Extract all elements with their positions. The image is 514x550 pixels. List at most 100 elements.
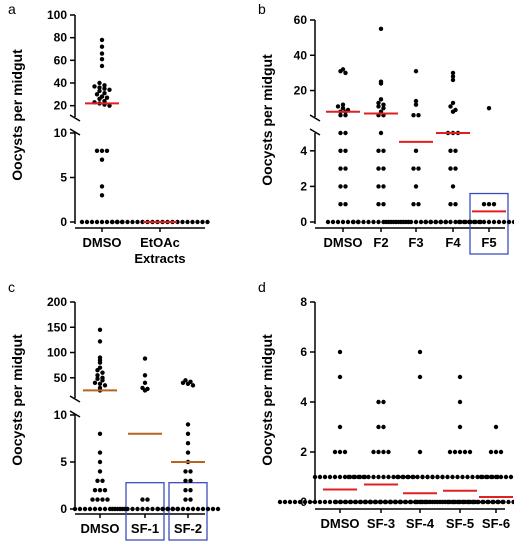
- panel-d-DMSO-point: [322, 499, 328, 505]
- panel-d-SF-3-point: [343, 499, 349, 505]
- panel-d-DMSO-point: [332, 449, 338, 455]
- panel-b-F5-point: [456, 219, 462, 225]
- panel-d-SF-5-point: [467, 449, 473, 455]
- panel-d-SF-6-point: [481, 499, 486, 505]
- panel-d-ylabel: Oocysts per midgut: [259, 334, 275, 466]
- panel-d-SF-3-point: [361, 474, 366, 480]
- panel-d-SF-3-point: [371, 449, 376, 455]
- panel-c-SF-1-point: [145, 506, 150, 512]
- panel-d-SF-6-point: [488, 449, 494, 455]
- panel-c-SF-2-point: [205, 506, 211, 512]
- panel-a-ytick-label-1: 5: [60, 171, 67, 185]
- panel-d-SF-3-point: [366, 474, 371, 480]
- panel-d-DMSO-point: [317, 499, 323, 505]
- panel-c-SF-2-point: [188, 469, 193, 474]
- panel-d-SF-4-point: [392, 499, 398, 505]
- panel-d-ytick-label-1: 2: [300, 445, 307, 459]
- panel-b-F4-point: [448, 166, 453, 171]
- panel-b-F3-point: [403, 219, 409, 225]
- panel-d-SF-4-point: [387, 499, 393, 505]
- panel-a-EtOAc Extracts-point: [110, 219, 115, 225]
- panel-c-SF-2-point: [180, 380, 186, 386]
- panel-d-SF-3-point: [386, 474, 391, 480]
- panel-c-SF-1-point: [120, 506, 125, 512]
- panel-a-DMSO-point: [97, 80, 102, 86]
- panel-a-DMSO-point: [97, 96, 102, 102]
- panel-d-SF-6-point: [466, 499, 471, 505]
- panel-c-SF-1-point: [142, 388, 148, 393]
- panel-d-SF-3-point: [346, 474, 351, 480]
- panel-b-F5-point: [491, 202, 497, 207]
- panel-d-SF-6-point: [493, 474, 499, 480]
- panel-c-axis-break-2: [69, 395, 81, 403]
- panel-b-DMSO-point: [343, 202, 348, 207]
- panel-b-F4-point: [453, 219, 458, 225]
- panel-b-F2-point: [381, 148, 386, 153]
- panel-b-category-label-2: F3: [408, 235, 423, 250]
- panel-c-highlight-box-0: [125, 482, 165, 541]
- panel-a-EtOAc Extracts-point: [130, 219, 135, 225]
- panel-b-F3-point: [416, 202, 421, 207]
- panel-d-ytick-label-4: 8: [300, 295, 307, 309]
- panel-b-F4-point: [450, 77, 456, 83]
- panel-b-ytick-label-4: 40: [294, 48, 308, 62]
- panel-c-DMSO-point: [87, 506, 93, 512]
- panel-c-SF-1-point: [142, 380, 148, 386]
- panel-b-F3-point: [413, 184, 419, 189]
- panel-c-SF-2-point: [188, 478, 193, 483]
- panel-c-SF-2-point: [188, 488, 193, 493]
- panel-c-DMSO-point: [95, 376, 100, 381]
- panel-d-SF-3-point: [386, 449, 391, 455]
- panel-a-DMSO-point: [89, 219, 95, 225]
- panel-b-F2-point: [378, 81, 384, 86]
- panel-d-SF-6-point: [493, 424, 499, 430]
- panel-c-SF-2-point: [185, 422, 191, 427]
- panel-d-DMSO-point: [342, 474, 348, 480]
- panel-d-SF-3-point: [376, 424, 381, 430]
- panel-d-SF-3-point: [358, 499, 364, 505]
- panel-d-DMSO-point: [332, 474, 338, 480]
- panel-c-SF-2-point: [183, 488, 188, 493]
- panel-d-SF-3-point: [376, 399, 381, 405]
- panel-a-DMSO-point: [97, 88, 102, 94]
- panel-c-SF-1-point: [130, 506, 135, 512]
- panel-a-DMSO-point: [94, 219, 100, 225]
- panel-d-SF-6-point: [501, 499, 506, 505]
- panel-c-ytick-label-6: 200: [47, 295, 67, 309]
- panel-c-SF-2-point: [188, 497, 193, 502]
- panel-b-F2-point: [381, 166, 386, 171]
- panel-a-ytick-label-4: 40: [54, 76, 68, 90]
- panel-d-SF-4-point: [382, 499, 388, 505]
- panel-c-SF-2-point: [190, 383, 196, 388]
- panel-b-F2-point: [366, 219, 371, 225]
- panel-a-EtOAc Extracts-point: [115, 219, 120, 225]
- panel-letter-d: d: [258, 279, 266, 295]
- panel-d-SF-6-point: [508, 474, 514, 480]
- panel-c-DMSO-point: [95, 497, 100, 502]
- panel-b-F2-point: [376, 100, 381, 106]
- panel-c-SF-2-point: [195, 506, 201, 512]
- panel-b-F3-point: [383, 219, 389, 225]
- panel-c-SF-1-point: [110, 506, 115, 512]
- panel-c-DMSO-point: [97, 469, 103, 474]
- panel-b-F5-point: [501, 219, 507, 225]
- panel-b-DMSO-point: [338, 166, 343, 171]
- panel-d-SF-5-point: [445, 474, 450, 480]
- panel-c-highlight-box-1: [168, 482, 208, 541]
- panel-d-SF-3-point: [371, 474, 376, 480]
- panel-d-ytick-label-2: 4: [300, 395, 307, 409]
- panel-d-SF-6-point: [511, 499, 514, 505]
- panel-c-ytick-label-2: 10: [54, 408, 68, 422]
- panel-d-SF-6-point: [491, 499, 496, 505]
- panel-a-DMSO-point: [102, 98, 107, 104]
- panel-d-DMSO-point: [337, 449, 343, 455]
- panel-b-F3-point: [418, 219, 424, 225]
- panel-d-SF-5-point: [457, 374, 463, 380]
- panel-d-SF-4-point: [402, 499, 408, 505]
- panel-b-F3-point: [413, 68, 419, 74]
- panel-b-F2-point: [381, 105, 386, 111]
- panel-c-SF-2-point: [175, 506, 181, 512]
- panel-c-DMSO-point: [102, 383, 108, 388]
- panel-letter-c: c: [8, 279, 15, 295]
- panel-d-SF-6-point: [471, 499, 476, 505]
